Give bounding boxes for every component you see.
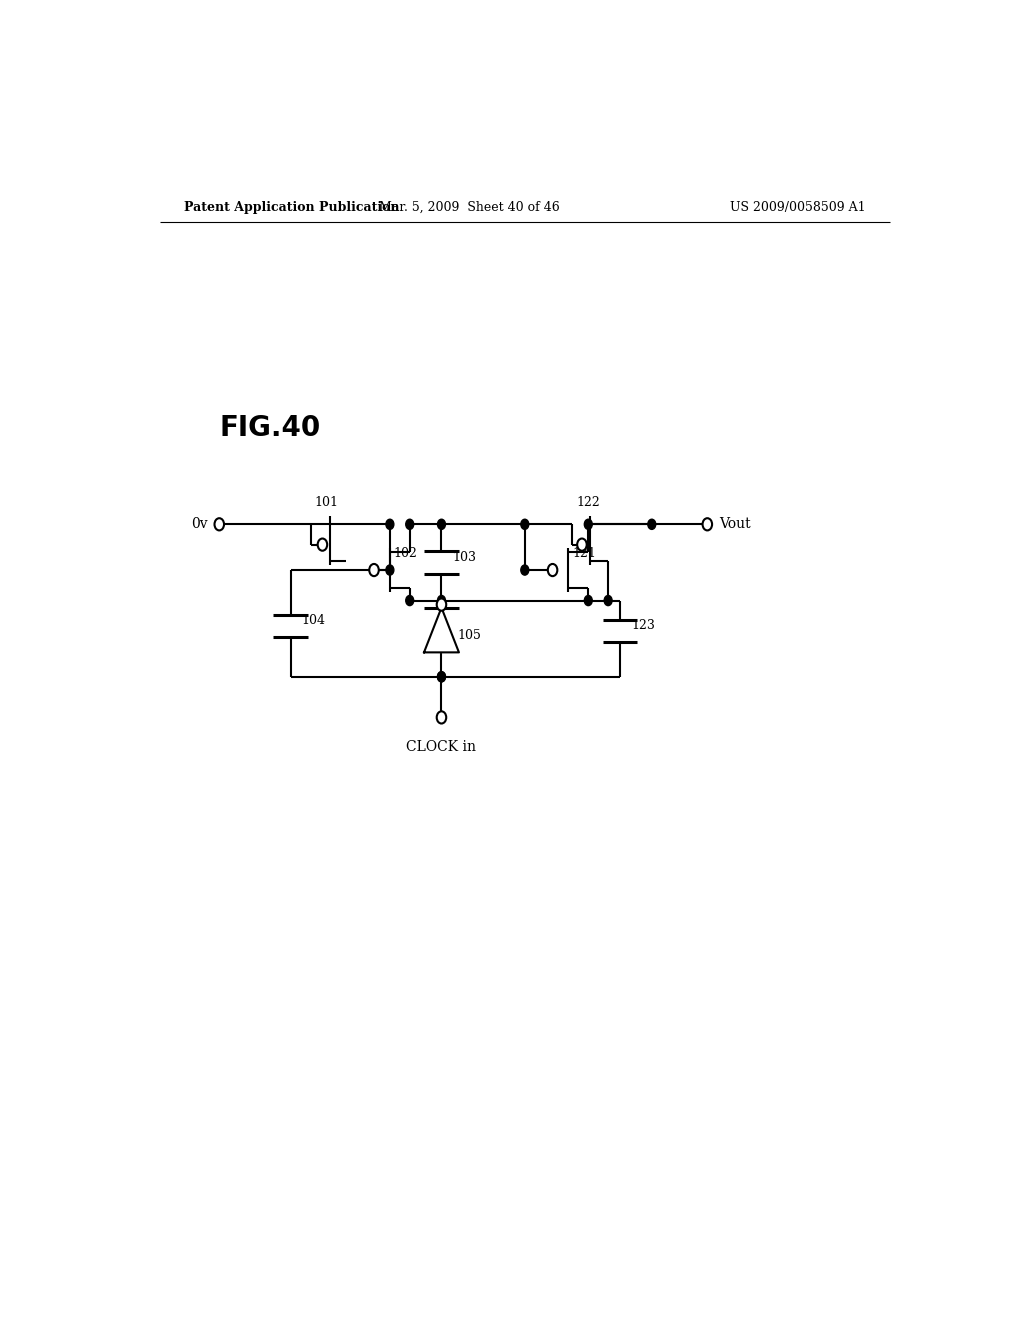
Text: 102: 102 xyxy=(394,546,418,560)
Circle shape xyxy=(585,519,592,529)
Text: FIG.40: FIG.40 xyxy=(219,413,321,442)
Text: 0v: 0v xyxy=(190,517,207,532)
Circle shape xyxy=(436,711,446,723)
Circle shape xyxy=(437,519,445,529)
Circle shape xyxy=(406,595,414,606)
Text: 101: 101 xyxy=(314,496,339,510)
Circle shape xyxy=(548,564,557,576)
Circle shape xyxy=(521,519,528,529)
Text: Patent Application Publication: Patent Application Publication xyxy=(183,201,399,214)
Text: 105: 105 xyxy=(458,628,481,642)
Circle shape xyxy=(317,539,328,550)
Circle shape xyxy=(436,598,446,611)
Circle shape xyxy=(585,595,592,606)
Circle shape xyxy=(386,519,394,529)
Text: US 2009/0058509 A1: US 2009/0058509 A1 xyxy=(730,201,866,214)
Circle shape xyxy=(214,519,224,531)
Polygon shape xyxy=(424,607,459,652)
Circle shape xyxy=(578,539,587,550)
Circle shape xyxy=(406,519,414,529)
Circle shape xyxy=(648,519,655,529)
Circle shape xyxy=(702,519,712,531)
Text: CLOCK in: CLOCK in xyxy=(407,739,476,754)
Circle shape xyxy=(604,595,612,606)
Circle shape xyxy=(386,565,394,576)
Text: 121: 121 xyxy=(572,546,596,560)
Text: 122: 122 xyxy=(577,496,600,510)
Text: 103: 103 xyxy=(453,550,476,564)
Circle shape xyxy=(521,565,528,576)
Text: Mar. 5, 2009  Sheet 40 of 46: Mar. 5, 2009 Sheet 40 of 46 xyxy=(379,201,560,214)
Text: 104: 104 xyxy=(302,614,326,627)
Circle shape xyxy=(437,672,445,682)
Text: 123: 123 xyxy=(631,619,655,632)
Text: Vout: Vout xyxy=(719,517,751,532)
Circle shape xyxy=(370,564,379,576)
Circle shape xyxy=(437,672,445,682)
Circle shape xyxy=(437,595,445,606)
